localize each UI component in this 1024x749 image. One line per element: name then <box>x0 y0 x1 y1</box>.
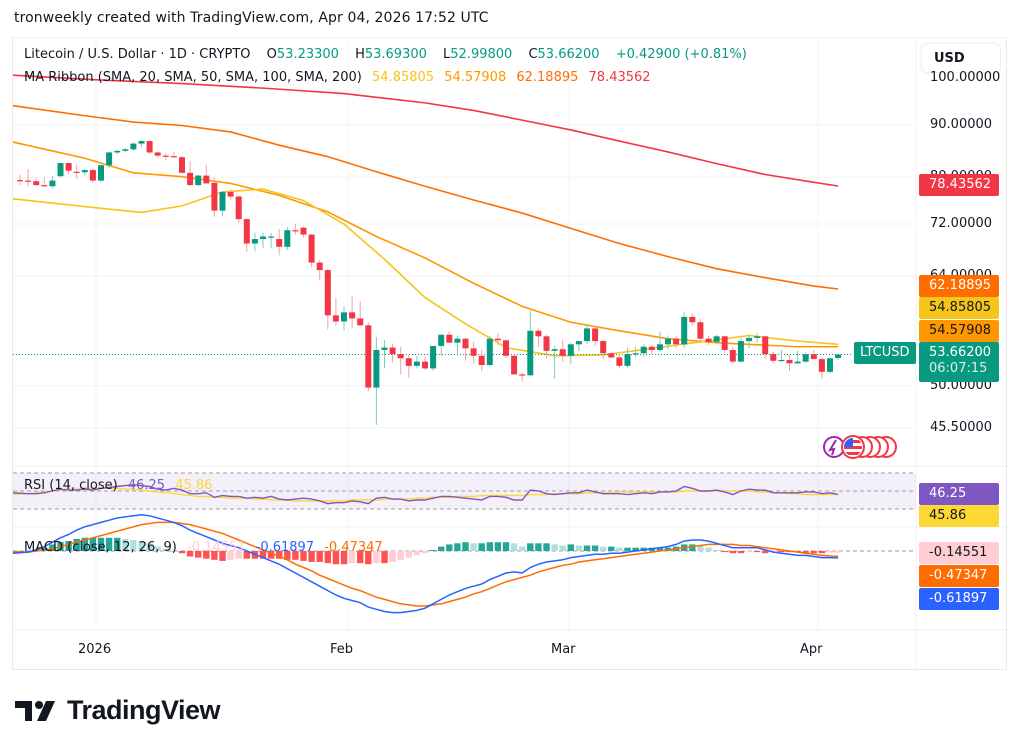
sma100-price-tag: 62.18895 <box>919 275 999 297</box>
macd-legend: MACD (close, 12, 26, 9) -0.14551 -0.6189… <box>24 540 389 555</box>
countdown: 06:07:15 <box>929 361 988 376</box>
symbol-title: Litecoin / U.S. Dollar · 1D · CRYPTO <box>24 47 251 62</box>
high-value: 53.69300 <box>364 47 427 62</box>
rsi-value: 46.25 <box>127 478 166 493</box>
last-price: 53.66200 <box>929 345 992 360</box>
macd-signal-price-tag: -0.47347 <box>919 565 999 587</box>
open-value: 53.23300 <box>276 47 339 62</box>
sma20-price-tag: 54.85805 <box>919 297 999 319</box>
price-axis-label: 90.00000 <box>930 117 993 132</box>
sma50-price-tag: 54.57908 <box>919 320 999 342</box>
economic-events[interactable] <box>822 434 902 466</box>
chart-credit: tronweekly created with TradingView.com,… <box>14 10 489 26</box>
tradingview-logo-icon <box>15 700 55 721</box>
us-flag-event-icon[interactable] <box>822 434 902 462</box>
rsi-line <box>12 483 839 505</box>
macd-signal-value: -0.47347 <box>324 540 383 555</box>
sma-200-line <box>12 74 839 187</box>
chart-frame <box>12 37 1007 670</box>
time-axis-label: 2026 <box>78 642 112 657</box>
sma-20-line <box>12 188 839 357</box>
macd-label[interactable]: MACD (close, 12, 26, 9) <box>24 540 177 555</box>
low-value: 52.99800 <box>450 47 513 62</box>
last-price-tag: 53.66200 06:07:15 <box>919 342 999 382</box>
price-axis-label: 100.00000 <box>930 70 1001 86</box>
symbol-tag: LTCUSD <box>854 342 916 364</box>
sma200-value: 78.43562 <box>588 70 651 85</box>
change-value: +0.42900 (+0.81%) <box>615 47 747 62</box>
symbol-legend: Litecoin / U.S. Dollar · 1D · CRYPTO O53… <box>24 47 747 62</box>
tradingview-wordmark: TradingView <box>67 695 221 725</box>
ma-ribbon-legend: MA Ribbon (SMA, 20, SMA, 50, SMA, 100, S… <box>24 70 657 85</box>
time-axis-label: Apr <box>800 642 823 657</box>
rsi-ma-value: 45.86 <box>175 478 213 493</box>
sma100-value: 62.18895 <box>516 70 579 85</box>
macd-value: -0.61897 <box>255 540 315 555</box>
macd-signal-line <box>13 521 839 607</box>
macd-line <box>12 513 839 614</box>
close-value: 53.66200 <box>537 47 600 62</box>
rsi-ma-price-tag: 45.86 <box>919 505 999 527</box>
rsi-price-tag: 46.25 <box>919 483 999 505</box>
ma-ribbon-label[interactable]: MA Ribbon (SMA, 20, SMA, 50, SMA, 100, S… <box>24 70 362 85</box>
sma50-value: 54.57908 <box>444 70 507 85</box>
macd-histogram-price-tag: -0.14551 <box>919 542 999 564</box>
price-axis-label: 72.00000 <box>930 216 993 231</box>
sma-50-line <box>12 141 839 348</box>
rsi-legend: RSI (14, close) 46.25 45.86 <box>24 478 218 493</box>
sma-100-line <box>12 104 839 290</box>
tradingview-logo[interactable]: TradingView <box>15 695 221 726</box>
time-axis-label: Feb <box>330 642 354 657</box>
sma200-price-tag: 78.43562 <box>919 174 999 196</box>
sma20-value: 54.85805 <box>372 70 435 85</box>
macd-price-tag: -0.61897 <box>919 588 999 610</box>
macd-histogram-value: -0.14551 <box>187 540 246 555</box>
price-axis-label: 45.50000 <box>930 419 993 435</box>
currency-button[interactable]: USD <box>921 43 1001 73</box>
time-axis-label: Mar <box>551 642 576 657</box>
rsi-label[interactable]: RSI (14, close) <box>24 478 118 493</box>
lightning-icon <box>827 439 837 456</box>
